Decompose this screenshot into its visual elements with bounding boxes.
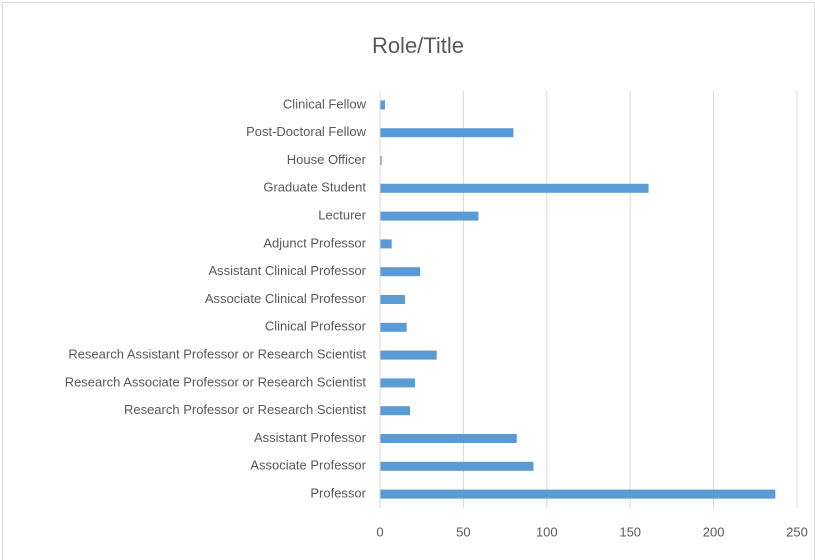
- bar: [380, 156, 382, 165]
- bar: [380, 295, 406, 304]
- bar: [380, 434, 517, 443]
- x-tick-label: 50: [456, 524, 470, 539]
- bar: [380, 350, 437, 360]
- y-tick-label: Adjunct Professor: [263, 235, 366, 250]
- bar: [380, 461, 534, 471]
- y-tick-label: Lecturer: [318, 208, 366, 223]
- x-tick-label: 100: [536, 524, 558, 539]
- bar: [380, 211, 479, 221]
- y-tick-label: Assistant Clinical Professor: [209, 263, 367, 278]
- x-tick-label: 200: [703, 524, 725, 539]
- bar: [380, 378, 416, 388]
- y-tick-label: Post-Doctoral Fellow: [246, 124, 367, 139]
- y-tick-label: Research Professor or Research Scientist: [124, 402, 366, 417]
- y-tick-label: Associate Professor: [250, 458, 366, 473]
- bar: [380, 322, 407, 332]
- bar: [380, 100, 386, 110]
- bar: [380, 406, 411, 416]
- x-tick-label: 150: [619, 524, 641, 539]
- y-tick-label: Clinical Professor: [265, 319, 367, 334]
- y-tick-label: House Officer: [287, 152, 367, 167]
- bar: [380, 128, 514, 138]
- bar: [380, 239, 392, 249]
- bar: [380, 183, 649, 193]
- y-tick-label: Research Assistant Professor or Research…: [68, 347, 366, 362]
- y-tick-label: Graduate Student: [263, 180, 366, 195]
- y-tick-label: Associate Clinical Professor: [205, 291, 367, 306]
- chart-title: Role/Title: [372, 33, 464, 58]
- y-tick-label: Research Associate Professor or Research…: [65, 374, 367, 389]
- y-tick-label: Assistant Professor: [254, 430, 367, 445]
- y-tick-label: Professor: [310, 486, 366, 501]
- bar: [380, 489, 776, 499]
- x-tick-label: 250: [786, 524, 808, 539]
- x-tick-label: 0: [376, 524, 383, 539]
- bar: [380, 267, 421, 277]
- y-tick-label: Clinical Fellow: [283, 96, 367, 111]
